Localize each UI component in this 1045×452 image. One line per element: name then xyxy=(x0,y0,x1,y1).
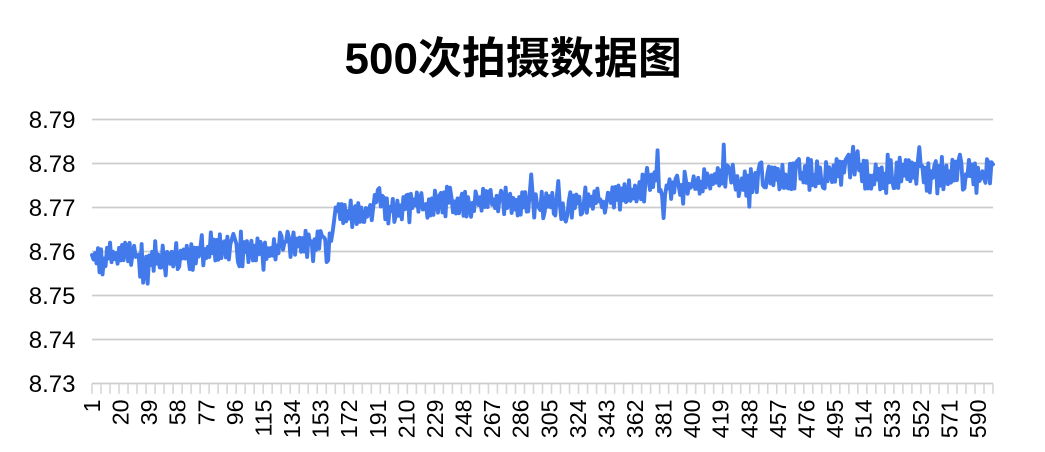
svg-text:571: 571 xyxy=(936,400,962,439)
svg-text:533: 533 xyxy=(879,400,905,439)
svg-text:8.73: 8.73 xyxy=(29,371,76,398)
svg-text:419: 419 xyxy=(708,400,734,439)
svg-text:343: 343 xyxy=(593,400,619,439)
svg-text:210: 210 xyxy=(393,400,419,439)
svg-text:39: 39 xyxy=(136,400,162,426)
svg-text:115: 115 xyxy=(250,400,276,437)
svg-text:58: 58 xyxy=(165,400,191,426)
svg-text:590: 590 xyxy=(965,400,991,439)
svg-text:134: 134 xyxy=(279,399,305,438)
svg-text:77: 77 xyxy=(193,400,219,426)
svg-text:400: 400 xyxy=(679,400,705,439)
svg-text:305: 305 xyxy=(536,400,562,439)
svg-text:1: 1 xyxy=(79,400,105,413)
svg-text:267: 267 xyxy=(479,400,505,439)
svg-text:20: 20 xyxy=(108,400,134,426)
svg-text:514: 514 xyxy=(851,399,877,438)
svg-text:172: 172 xyxy=(336,400,362,439)
svg-text:495: 495 xyxy=(822,400,848,439)
svg-text:457: 457 xyxy=(765,400,791,439)
svg-text:153: 153 xyxy=(308,400,334,439)
svg-text:8.74: 8.74 xyxy=(29,327,76,354)
svg-text:8.78: 8.78 xyxy=(29,151,76,178)
svg-text:8.77: 8.77 xyxy=(29,195,76,222)
svg-text:8.76: 8.76 xyxy=(29,239,76,266)
svg-text:8.75: 8.75 xyxy=(29,283,76,310)
svg-text:362: 362 xyxy=(622,400,648,439)
svg-text:286: 286 xyxy=(508,400,534,439)
svg-text:248: 248 xyxy=(451,400,477,439)
svg-text:552: 552 xyxy=(908,400,934,439)
svg-text:476: 476 xyxy=(793,400,819,439)
svg-text:191: 191 xyxy=(365,400,391,439)
svg-text:500: 500 xyxy=(345,35,418,84)
svg-text:229: 229 xyxy=(422,400,448,439)
svg-text:96: 96 xyxy=(222,400,248,426)
svg-text:438: 438 xyxy=(736,400,762,439)
svg-text:381: 381 xyxy=(651,400,677,439)
svg-text:8.79: 8.79 xyxy=(29,107,76,134)
svg-text:324: 324 xyxy=(565,399,591,438)
